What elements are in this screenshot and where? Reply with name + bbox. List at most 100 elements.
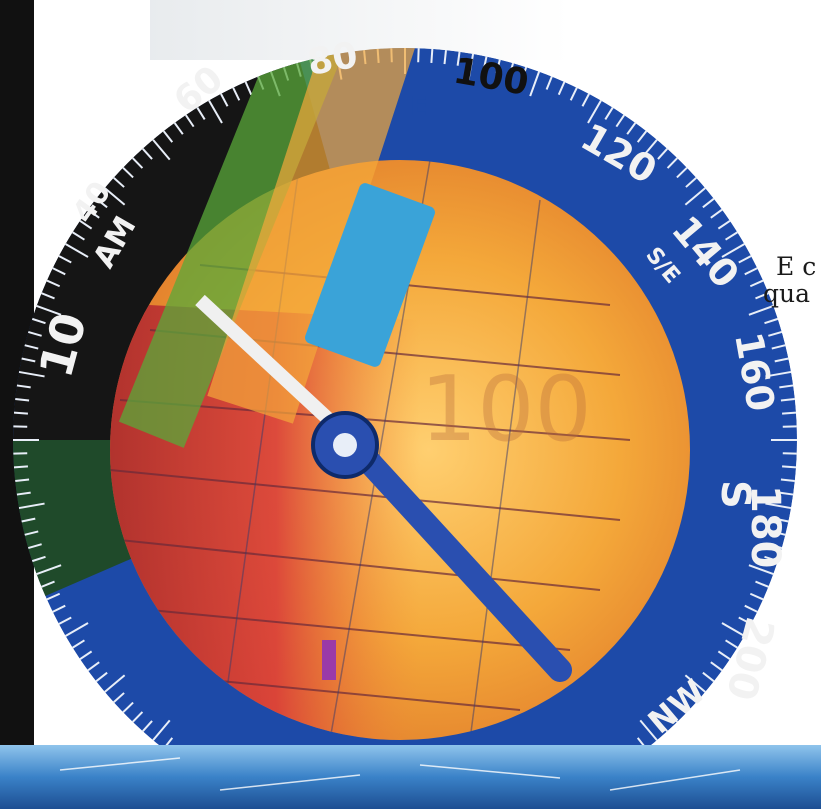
tick-mark [774, 357, 789, 363]
tick-mark [16, 491, 31, 496]
degree-label-80: 80 [304, 35, 360, 84]
tick-mark [72, 231, 85, 241]
tick-mark [657, 720, 669, 732]
tick-mark [482, 56, 488, 71]
tick-mark [430, 48, 434, 63]
tick-mark [52, 604, 66, 613]
tick-mark [744, 604, 758, 613]
tick-mark [196, 107, 206, 120]
tick-mark [569, 87, 578, 101]
tick-mark [456, 51, 461, 66]
tick-mark [780, 478, 795, 482]
tick-mark [467, 53, 475, 80]
tick-mark [768, 330, 783, 337]
side-text-line-2: qua [763, 279, 811, 308]
tick-mark [79, 650, 93, 661]
tick-mark [738, 616, 752, 625]
tick-mark [684, 187, 706, 206]
tick-mark [676, 166, 688, 179]
side-text-line-1: E c [776, 252, 817, 281]
tick-mark [702, 197, 715, 209]
tick-mark [782, 465, 797, 469]
tick-mark [774, 517, 789, 523]
tick-mark [31, 555, 46, 563]
face-lines [110, 264, 631, 711]
tick-mark [122, 166, 134, 179]
tick-mark [520, 66, 528, 81]
tick-mark [31, 317, 46, 325]
tick-mark [13, 465, 28, 469]
tick-mark [676, 701, 688, 714]
tick-mark [587, 100, 602, 124]
tick-mark [626, 122, 637, 135]
tick-mark [24, 530, 39, 536]
tick-mark [173, 122, 184, 135]
tick-mark [131, 711, 144, 723]
tick-mark [87, 661, 100, 672]
tick-mark [65, 622, 89, 637]
tick-mark [725, 639, 738, 649]
tick-mark [152, 719, 171, 741]
tick-mark [46, 592, 61, 601]
tick-mark [721, 243, 745, 258]
tick-mark [152, 139, 171, 161]
tick-mark [27, 330, 42, 337]
degree-label-180: 180 [742, 485, 788, 569]
tick-mark [710, 208, 723, 219]
tick-mark [46, 279, 61, 288]
tick-mark [615, 114, 626, 128]
purple-marker [322, 640, 336, 680]
tick-mark [15, 398, 30, 402]
tick-mark [768, 543, 783, 550]
bezel-orange-strip [207, 48, 423, 424]
tick-mark [738, 255, 752, 264]
tick-mark [581, 93, 590, 107]
tick-mark [27, 543, 42, 550]
tick-mark [220, 93, 229, 107]
tick-mark [122, 701, 134, 714]
digits-watermark: 100 [420, 357, 592, 462]
tick-mark [717, 650, 731, 661]
tick-mark [717, 219, 731, 230]
tick-mark [52, 267, 66, 276]
tick-mark [666, 157, 679, 169]
tick-mark [529, 71, 541, 97]
tick-mark [21, 517, 36, 523]
tick-mark [557, 81, 566, 96]
tick-mark [41, 580, 55, 588]
tick-mark [21, 357, 36, 363]
tick-mark [765, 502, 792, 510]
tick-mark [244, 81, 253, 96]
sky-streak [150, 0, 570, 60]
tick-mark [764, 555, 779, 563]
tick-mark [495, 59, 501, 74]
tick-mark [141, 720, 153, 732]
tick-mark [545, 76, 553, 90]
tick-mark [749, 279, 764, 288]
tick-mark [748, 304, 774, 316]
tick-mark [748, 564, 774, 576]
tick-mark [725, 231, 738, 241]
compass-needle [195, 294, 572, 682]
tick-mark [749, 592, 764, 601]
tick-mark [636, 130, 648, 143]
tick-mark [232, 87, 241, 101]
tick-mark [58, 616, 72, 625]
tick-mark [141, 148, 153, 160]
tick-mark [72, 639, 85, 649]
tick-mark [443, 50, 447, 65]
tick-mark [779, 491, 794, 496]
tick-mark [79, 219, 93, 230]
tick-mark [58, 255, 72, 264]
tick-mark [780, 398, 795, 402]
tick-mark [779, 384, 794, 389]
tick-mark [65, 243, 89, 258]
tick-mark [782, 411, 797, 415]
tick-mark [744, 267, 758, 276]
tick-mark [755, 292, 769, 300]
tick-mark [95, 671, 108, 683]
tick-mark [639, 719, 658, 741]
tick-mark [721, 622, 745, 637]
tick-mark [710, 661, 723, 672]
